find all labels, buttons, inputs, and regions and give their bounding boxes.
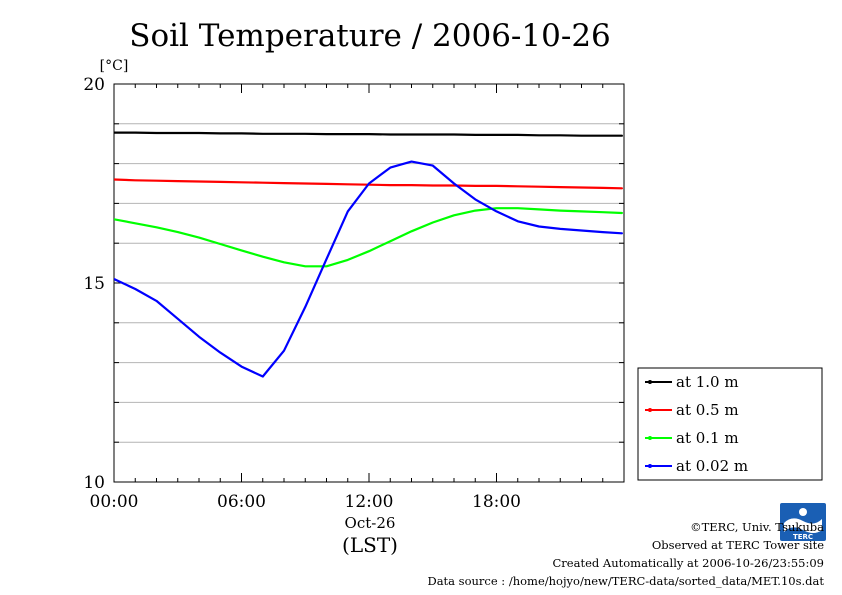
legend-marker-at-0-5-m <box>648 408 652 412</box>
legend-marker-at-0-1-m <box>648 436 652 440</box>
legend-label-at-1-0-m: at 1.0 m <box>676 373 739 391</box>
x-axis-date-label: Oct-26 <box>345 514 396 532</box>
series-line-at-1-0-m <box>114 131 623 137</box>
legend-label-at-0-5-m: at 0.5 m <box>676 401 739 419</box>
x-tick-label: 06:00 <box>217 492 266 512</box>
x-tick-label: 00:00 <box>90 492 139 512</box>
legend-marker-at-1-0-m <box>648 380 652 384</box>
legend: at 1.0 m at 0.5 m at 0.1 m at 0.02 m <box>637 367 823 481</box>
series-layer <box>114 131 623 378</box>
footer-copyright: ©TERC, Univ. Tsukuba <box>690 520 824 534</box>
series-line-at-0-02-m <box>114 160 623 378</box>
y-tick-label: 15 <box>83 274 105 294</box>
x-tick-label: 18:00 <box>472 492 521 512</box>
series-line-at-0-1-m <box>114 207 623 268</box>
grid-lines <box>114 123 624 443</box>
legend-label-at-0-02-m: at 0.02 m <box>676 457 748 475</box>
axis-ticks: 10 15 20 00:00 06:00 12:00 18:00 <box>83 75 625 512</box>
terc-logo-icon: TERC <box>780 503 826 541</box>
chart-title: Soil Temperature / 2006-10-26 <box>129 18 611 54</box>
y-tick-label: 20 <box>83 75 105 95</box>
y-axis-unit-label: [°C] <box>100 58 129 74</box>
logo-text: TERC <box>793 533 813 541</box>
legend-box <box>637 367 823 481</box>
x-axis-label: (LST) <box>342 533 398 557</box>
footer-created: Created Automatically at 2006-10-26/23:5… <box>552 556 825 570</box>
legend-marker-at-0-02-m <box>648 464 652 468</box>
x-tick-label: 12:00 <box>345 492 394 512</box>
footer-observed: Observed at TERC Tower site <box>651 538 824 552</box>
y-tick-label: 10 <box>83 473 105 493</box>
legend-label-at-0-1-m: at 0.1 m <box>676 429 739 447</box>
footer-source: Data source : /home/hojyo/new/TERC-data/… <box>427 574 824 588</box>
